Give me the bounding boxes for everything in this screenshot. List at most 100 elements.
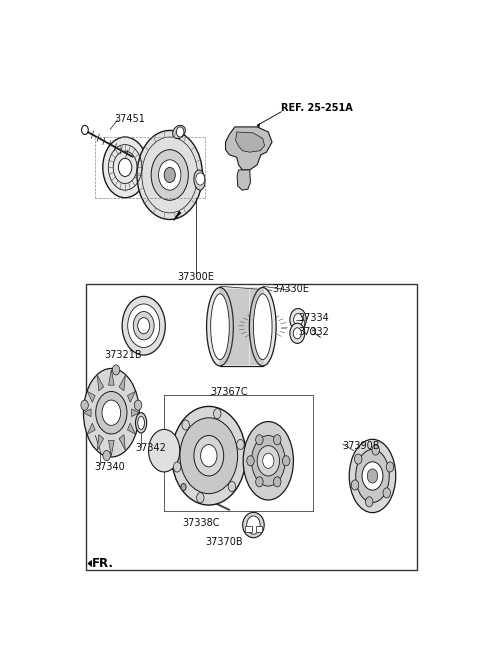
Circle shape — [128, 304, 160, 348]
Polygon shape — [87, 423, 95, 434]
Polygon shape — [226, 127, 272, 170]
Ellipse shape — [180, 418, 238, 493]
Ellipse shape — [194, 170, 205, 190]
Ellipse shape — [243, 512, 264, 537]
Polygon shape — [97, 376, 104, 391]
Circle shape — [290, 309, 306, 330]
Circle shape — [237, 440, 244, 449]
Circle shape — [355, 454, 362, 464]
Circle shape — [134, 400, 142, 410]
Text: 37300E: 37300E — [177, 272, 214, 282]
Circle shape — [290, 323, 305, 344]
Circle shape — [274, 435, 281, 445]
Text: 37334: 37334 — [298, 313, 329, 323]
Circle shape — [102, 400, 120, 425]
Ellipse shape — [172, 407, 246, 505]
Circle shape — [151, 150, 188, 200]
Text: 37367C: 37367C — [211, 388, 248, 397]
Ellipse shape — [173, 125, 185, 139]
Text: 37321B: 37321B — [104, 350, 142, 359]
Text: 37342: 37342 — [135, 443, 166, 453]
Polygon shape — [108, 440, 114, 456]
Circle shape — [133, 311, 154, 340]
Circle shape — [362, 462, 383, 490]
Circle shape — [158, 443, 170, 459]
Circle shape — [182, 420, 190, 430]
Circle shape — [197, 493, 204, 503]
Ellipse shape — [84, 369, 139, 457]
Ellipse shape — [211, 294, 229, 359]
Circle shape — [366, 497, 373, 507]
Circle shape — [173, 462, 181, 472]
Circle shape — [214, 409, 221, 419]
Text: 37370B: 37370B — [205, 537, 242, 547]
Circle shape — [119, 158, 132, 177]
Text: FR.: FR. — [92, 557, 114, 570]
Polygon shape — [236, 132, 264, 152]
Text: 37338C: 37338C — [183, 518, 220, 528]
Circle shape — [177, 127, 184, 137]
Circle shape — [181, 484, 186, 491]
Circle shape — [196, 173, 204, 185]
Polygon shape — [257, 124, 260, 127]
Polygon shape — [97, 435, 104, 450]
Circle shape — [257, 445, 279, 476]
Circle shape — [247, 456, 254, 466]
Polygon shape — [173, 212, 181, 221]
Ellipse shape — [249, 288, 276, 366]
Circle shape — [158, 160, 181, 190]
Circle shape — [81, 400, 88, 410]
Polygon shape — [84, 409, 91, 417]
Bar — [86, 284, 417, 570]
Circle shape — [112, 365, 120, 375]
Circle shape — [194, 436, 224, 476]
Circle shape — [96, 392, 127, 434]
Text: 37451: 37451 — [114, 114, 145, 124]
Polygon shape — [119, 376, 125, 391]
Polygon shape — [132, 409, 139, 417]
Circle shape — [367, 469, 378, 483]
Polygon shape — [128, 423, 135, 434]
Bar — [256, 526, 263, 532]
Circle shape — [256, 477, 263, 487]
Polygon shape — [108, 370, 114, 385]
Polygon shape — [87, 391, 95, 402]
Circle shape — [386, 462, 394, 472]
Ellipse shape — [135, 413, 147, 433]
Circle shape — [137, 131, 203, 219]
Circle shape — [293, 328, 301, 339]
Circle shape — [148, 430, 180, 472]
Circle shape — [103, 451, 110, 461]
Bar — [245, 526, 252, 532]
Ellipse shape — [349, 440, 396, 512]
Circle shape — [103, 137, 147, 198]
Circle shape — [228, 482, 236, 491]
Ellipse shape — [253, 294, 272, 359]
Ellipse shape — [252, 436, 285, 486]
Circle shape — [164, 168, 175, 183]
Text: 37332: 37332 — [298, 327, 329, 337]
Ellipse shape — [356, 449, 389, 503]
Circle shape — [201, 445, 217, 467]
Circle shape — [383, 487, 390, 498]
Ellipse shape — [138, 417, 144, 430]
Ellipse shape — [243, 422, 293, 500]
Circle shape — [82, 125, 88, 135]
Circle shape — [247, 516, 260, 534]
Circle shape — [294, 313, 302, 326]
Circle shape — [311, 328, 315, 335]
Circle shape — [282, 456, 290, 466]
Circle shape — [256, 435, 263, 445]
Text: REF. 25-251A: REF. 25-251A — [281, 103, 353, 113]
Circle shape — [138, 317, 150, 334]
Polygon shape — [128, 391, 135, 402]
Ellipse shape — [206, 288, 233, 366]
Polygon shape — [119, 435, 125, 450]
Text: 37390B: 37390B — [343, 441, 380, 451]
Polygon shape — [88, 560, 92, 566]
Text: 37330E: 37330E — [272, 284, 309, 294]
Polygon shape — [220, 288, 263, 366]
Circle shape — [351, 480, 359, 490]
Circle shape — [274, 477, 281, 487]
Text: 37340: 37340 — [95, 463, 125, 472]
